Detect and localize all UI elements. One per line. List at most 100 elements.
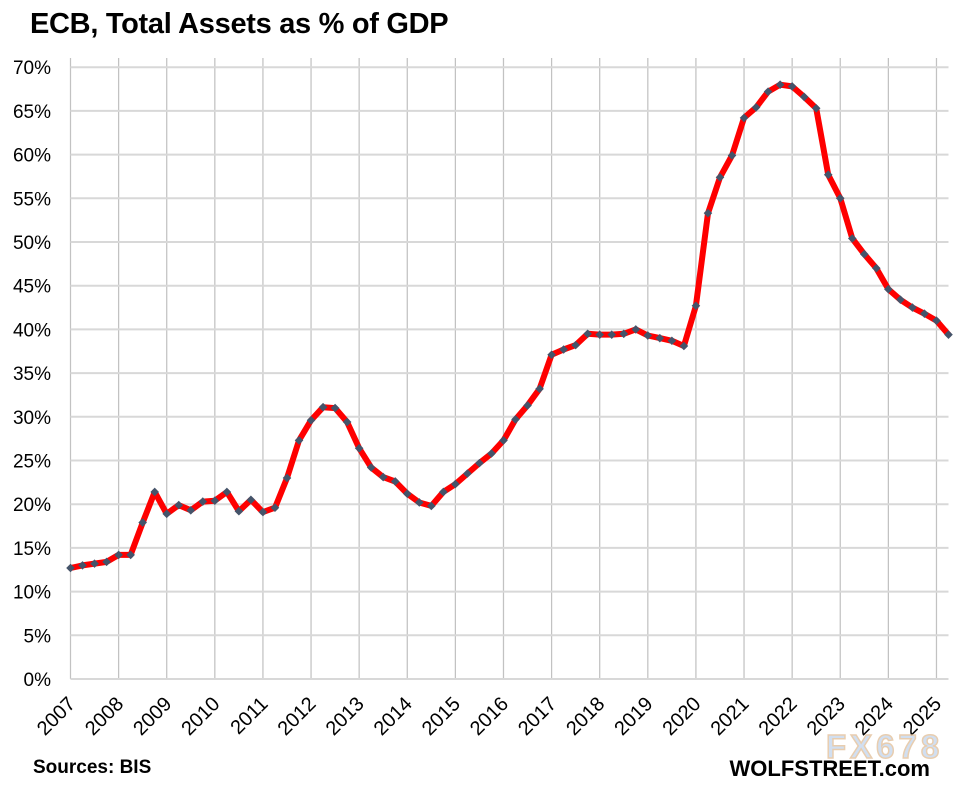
data-point-marker bbox=[523, 401, 532, 410]
data-point-marker bbox=[511, 415, 520, 424]
data-point-marker bbox=[102, 557, 111, 567]
data-point-marker bbox=[535, 384, 544, 394]
x-axis-label: 2020 bbox=[658, 693, 705, 740]
sources-label: Sources: BIS bbox=[33, 757, 152, 778]
x-axis-label: 2013 bbox=[322, 693, 369, 740]
data-point-marker bbox=[282, 473, 292, 483]
data-point-marker bbox=[186, 506, 196, 515]
data-point-marker bbox=[126, 550, 135, 560]
data-point-marker bbox=[246, 495, 256, 505]
x-axis-label: 2008 bbox=[81, 693, 128, 740]
data-point-marker bbox=[739, 113, 749, 123]
data-point-marker bbox=[475, 458, 484, 468]
data-point-marker bbox=[619, 329, 629, 339]
y-axis-label: 0% bbox=[24, 670, 52, 691]
data-point-marker bbox=[258, 507, 268, 517]
data-point-marker bbox=[198, 497, 208, 506]
data-point-marker bbox=[90, 559, 99, 568]
y-axis-label: 65% bbox=[13, 102, 51, 123]
data-point-marker bbox=[427, 501, 436, 511]
data-point-marker bbox=[583, 329, 592, 339]
data-point-marker bbox=[811, 103, 821, 113]
data-point-marker bbox=[378, 472, 388, 482]
series-line bbox=[67, 81, 952, 571]
data-point-marker bbox=[643, 331, 653, 340]
data-point-marker bbox=[823, 170, 833, 180]
data-point-marker bbox=[162, 509, 172, 519]
y-axis-label: 70% bbox=[13, 58, 51, 79]
x-axis-label: 2016 bbox=[466, 693, 513, 740]
data-point-marker bbox=[547, 350, 556, 360]
y-axis-label: 10% bbox=[13, 583, 51, 604]
data-point-marker bbox=[667, 336, 677, 346]
x-axis-label: 2015 bbox=[418, 693, 465, 740]
data-point-marker bbox=[463, 469, 472, 478]
x-axis-label: 2021 bbox=[707, 693, 754, 740]
data-point-marker bbox=[234, 506, 244, 516]
y-axis-label: 60% bbox=[13, 146, 51, 167]
data-point-marker bbox=[835, 194, 845, 203]
data-point-marker bbox=[414, 498, 424, 507]
data-point-marker bbox=[691, 301, 701, 311]
data-point-marker bbox=[66, 563, 75, 573]
data-point-marker bbox=[390, 477, 400, 486]
data-point-marker bbox=[847, 234, 857, 243]
data-point-marker bbox=[727, 151, 737, 160]
data-point-marker bbox=[402, 489, 412, 499]
data-point-marker bbox=[703, 208, 713, 218]
data-point-marker bbox=[908, 303, 917, 312]
x-axis-label: 2012 bbox=[274, 693, 321, 740]
x-axis-label: 2009 bbox=[129, 693, 176, 740]
x-axis-label: 2019 bbox=[610, 693, 657, 740]
x-axis-label: 2010 bbox=[177, 693, 224, 740]
data-point-marker bbox=[559, 345, 568, 354]
brand-label: WOLFSTREET.com bbox=[729, 756, 930, 781]
data-point-marker bbox=[270, 503, 280, 512]
data-point-marker bbox=[607, 330, 617, 339]
data-point-marker bbox=[896, 295, 905, 304]
y-axis-label: 40% bbox=[13, 320, 51, 341]
data-point-marker bbox=[751, 103, 761, 112]
data-point-marker bbox=[318, 402, 328, 412]
x-axis-label: 2022 bbox=[755, 693, 802, 740]
data-point-marker bbox=[932, 316, 941, 325]
data-point-marker bbox=[354, 443, 364, 453]
watermark-fx678: FX678 bbox=[825, 728, 944, 765]
data-point-marker bbox=[499, 436, 508, 445]
data-point-marker bbox=[944, 330, 953, 339]
x-axis-label: 2017 bbox=[514, 693, 561, 740]
x-axis-label: 2014 bbox=[370, 693, 417, 740]
data-point-marker bbox=[860, 249, 869, 259]
data-point-marker bbox=[775, 80, 785, 89]
y-axis-label: 25% bbox=[13, 452, 51, 473]
y-axis-label: 15% bbox=[13, 539, 51, 560]
data-point-marker bbox=[595, 330, 605, 339]
data-point-marker bbox=[114, 550, 123, 560]
data-point-marker bbox=[487, 449, 496, 458]
data-point-marker bbox=[872, 263, 881, 273]
data-point-marker bbox=[366, 463, 376, 472]
data-point-marker bbox=[763, 87, 773, 96]
data-point-marker bbox=[655, 333, 665, 343]
y-axis-label: 55% bbox=[13, 189, 51, 210]
y-axis-label: 45% bbox=[13, 277, 51, 298]
data-point-marker bbox=[138, 518, 147, 527]
y-axis-label: 35% bbox=[13, 364, 51, 385]
data-point-marker bbox=[174, 500, 184, 510]
x-axis-label: 2011 bbox=[227, 693, 273, 739]
data-point-marker bbox=[342, 417, 352, 427]
data-point-marker bbox=[439, 487, 448, 497]
data-point-marker bbox=[150, 487, 159, 497]
y-axis-label: 5% bbox=[24, 626, 52, 647]
chart-title: ECB, Total Assets as % of GDP bbox=[30, 8, 449, 40]
data-point-marker bbox=[715, 173, 725, 182]
data-point-marker bbox=[330, 403, 340, 413]
data-point-marker bbox=[679, 341, 689, 351]
data-point-marker bbox=[306, 415, 316, 425]
data-point-marker bbox=[799, 92, 809, 102]
y-axis-label: 50% bbox=[13, 233, 51, 254]
data-point-marker bbox=[210, 496, 220, 506]
data-point-marker bbox=[571, 340, 580, 350]
